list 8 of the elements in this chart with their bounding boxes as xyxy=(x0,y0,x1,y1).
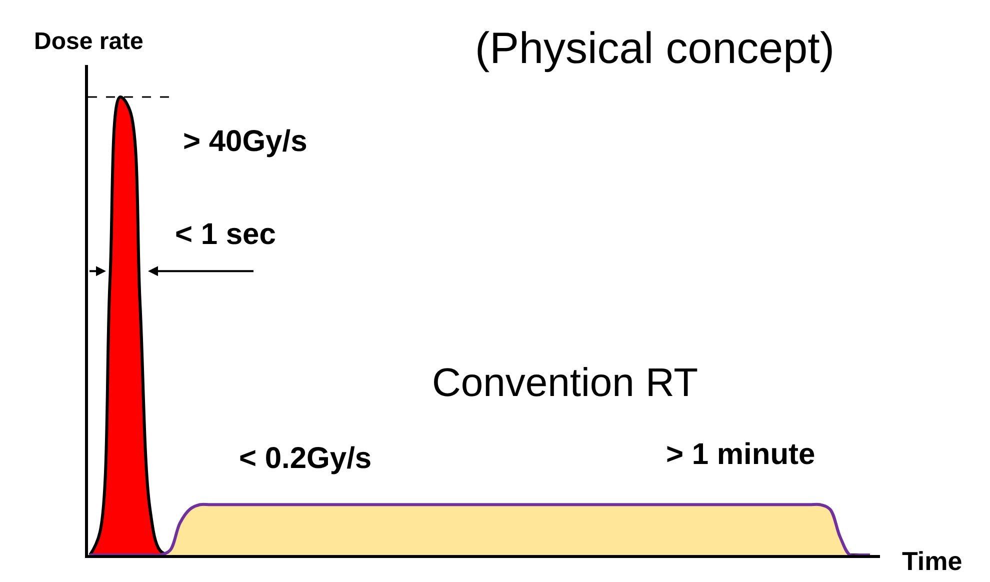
annotation: Convention RT xyxy=(432,361,698,405)
chart-title: (Physical concept) xyxy=(475,24,834,73)
annotation: > 40Gy/s xyxy=(183,125,308,158)
annotation: > 1 minute xyxy=(666,438,816,471)
annotation: < 0.2Gy/s xyxy=(239,442,372,475)
y-axis-title: Dose rate xyxy=(34,28,144,55)
annotation: < 1 sec xyxy=(175,218,276,251)
x-axis-title: Time xyxy=(902,546,962,576)
